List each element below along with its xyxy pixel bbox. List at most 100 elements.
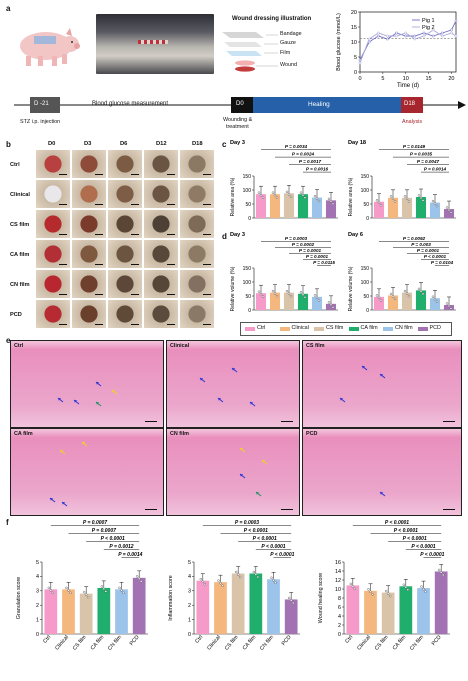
x-axis-label: Time (d) xyxy=(397,83,419,89)
bar xyxy=(387,295,399,310)
bar xyxy=(44,589,58,634)
bar xyxy=(62,589,75,634)
data-point xyxy=(367,37,371,41)
y-tick-label: 1 xyxy=(36,617,39,623)
data-point xyxy=(49,589,53,592)
p-value: P = 0.003 xyxy=(411,242,431,247)
data-point xyxy=(261,196,265,199)
y-axis-label: Relative area (%) xyxy=(348,177,354,216)
data-point xyxy=(82,590,86,594)
y-tick-label: 4 xyxy=(338,614,341,620)
bar xyxy=(249,573,263,634)
timeline-treatment: treatment xyxy=(226,124,249,130)
scale-bar xyxy=(59,203,67,205)
data-point xyxy=(51,591,55,595)
bar xyxy=(429,202,441,218)
x-tick-label: Clinical xyxy=(356,634,372,651)
p-value: P < 0.0001 xyxy=(244,528,268,534)
layer-gauze: Gauze xyxy=(280,40,296,46)
x-tick-label: PCD xyxy=(129,634,141,647)
data-point xyxy=(377,296,381,300)
data-point xyxy=(420,585,423,588)
y-tick-label: 100 xyxy=(361,280,370,286)
chart-granulation-score: 0 1 2 3 4 5 Granulation score Ctrl Clinical CS fi… xyxy=(16,520,148,652)
bar xyxy=(255,293,267,310)
photo-column-label: D12 xyxy=(156,141,167,147)
p-value: P < 0.0001 xyxy=(424,254,447,259)
bar xyxy=(269,194,281,218)
p-value: P = 0.0014 xyxy=(424,167,447,172)
data-point xyxy=(261,295,265,298)
data-point xyxy=(379,299,383,302)
legend-label: Clinical xyxy=(291,325,309,331)
p-value: P = 0.0149 xyxy=(403,144,426,149)
x-tick-label: 0 xyxy=(358,76,361,82)
data-point xyxy=(389,292,393,296)
data-point xyxy=(219,581,222,585)
data-point xyxy=(450,31,453,35)
x-tick-label: 15 xyxy=(426,76,432,82)
data-point xyxy=(271,289,275,293)
wound-photo xyxy=(72,210,106,238)
data-point xyxy=(450,28,453,32)
timeline-start: D -21 xyxy=(34,101,49,107)
bar xyxy=(325,200,337,218)
wound-photo xyxy=(180,240,214,268)
bar xyxy=(346,585,360,634)
data-point xyxy=(317,299,321,302)
pig-wound-photo xyxy=(96,14,214,74)
scale-bar xyxy=(131,203,139,205)
data-point xyxy=(120,589,123,592)
p-value: P = 0.0001 xyxy=(299,248,322,253)
scale-bar xyxy=(443,420,455,422)
wound-photo xyxy=(180,300,214,328)
chart-inflammation-score: 0 1 2 3 4 5 Inflammation score Ctrl Clinical CS f… xyxy=(168,520,300,652)
chart-subtitle: Day 18 xyxy=(348,140,366,146)
data-point xyxy=(454,19,458,23)
data-point xyxy=(433,202,437,205)
data-point xyxy=(449,211,453,214)
y-tick-label: 4 xyxy=(36,574,39,580)
data-point xyxy=(376,34,380,38)
data-point xyxy=(435,204,439,208)
data-point xyxy=(69,591,72,595)
wound-photo xyxy=(108,180,142,208)
p-value: P = 0.0035 xyxy=(410,152,433,157)
data-point xyxy=(122,591,125,595)
data-point xyxy=(419,196,423,200)
data-point xyxy=(441,573,445,577)
legend-label: Pig 2 xyxy=(422,25,435,31)
y-tick-label: 2 xyxy=(338,623,341,629)
legend-swatch xyxy=(279,327,290,331)
histology-pcd: PCD xyxy=(302,428,462,516)
data-point xyxy=(291,601,295,605)
data-point xyxy=(389,195,393,198)
y-axis-label: Granulation score xyxy=(16,577,22,620)
photo-column-label: D18 xyxy=(192,141,203,147)
timeline-analysis: Analysis xyxy=(402,119,423,125)
y-tick-label: 2 xyxy=(188,603,191,609)
data-point xyxy=(405,292,409,295)
histology-label-clinical: Clinical xyxy=(170,343,190,349)
histology-cn-film: CN film xyxy=(166,428,300,516)
wound-photo xyxy=(72,300,106,328)
data-point xyxy=(433,298,437,301)
scale-bar xyxy=(203,233,211,235)
bar xyxy=(196,580,210,634)
wound-photo xyxy=(36,150,70,178)
y-tick-label: 3 xyxy=(188,589,191,595)
y-tick-label: 8 xyxy=(338,596,341,602)
y-tick-label: 0 xyxy=(248,216,251,222)
histology-cs-film: CS film xyxy=(302,340,462,428)
data-point xyxy=(139,580,143,583)
wound-photo xyxy=(144,210,178,238)
data-point xyxy=(386,37,389,41)
data-point xyxy=(271,191,275,194)
p-value: P = 0.0003 xyxy=(285,236,308,241)
p-value: P = 0.0007 xyxy=(83,520,107,526)
x-tick-label: Clinical xyxy=(54,634,70,651)
plot-frame xyxy=(359,11,457,73)
y-tick-label: 50 xyxy=(245,294,251,300)
y-tick-label: 5 xyxy=(188,560,191,566)
x-tick-label: Ctrl xyxy=(344,634,354,644)
